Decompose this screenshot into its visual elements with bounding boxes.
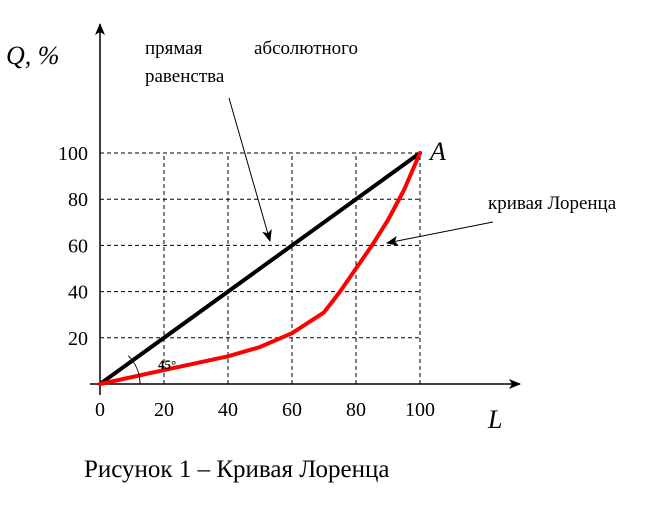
y-axis-label: Q, % xyxy=(6,41,59,70)
equality-note-line3: равенства xyxy=(145,66,225,87)
point-a-label: A xyxy=(428,137,446,166)
y-tick-label: 20 xyxy=(68,328,88,350)
x-tick-label: 100 xyxy=(405,399,435,421)
figure-caption: Рисунок 1 – Кривая Лоренца xyxy=(84,456,389,483)
y-tick-labels: 20 40 60 80 100 xyxy=(58,143,88,350)
x-tick-label: 0 xyxy=(95,399,105,421)
x-tick-label: 80 xyxy=(346,399,366,421)
series-group xyxy=(98,151,422,386)
x-tick-label: 40 xyxy=(218,399,238,421)
angle-arc xyxy=(127,355,141,385)
x-tick-label: 60 xyxy=(282,399,302,421)
y-tick-label: 100 xyxy=(58,143,88,165)
lorenz-note-arrow xyxy=(386,221,494,246)
x-tick-labels: 0 20 40 60 80 100 xyxy=(95,399,435,421)
equality-note-arrow xyxy=(228,97,272,242)
y-tick-label: 40 xyxy=(68,282,88,304)
x-tick-label: 20 xyxy=(154,399,174,421)
equality-line xyxy=(98,151,422,386)
x-axis-label: L xyxy=(487,405,502,434)
equality-note-line1: прямая xyxy=(145,38,203,59)
grid xyxy=(100,152,421,384)
y-tick-label: 60 xyxy=(68,235,88,257)
y-tick-label: 80 xyxy=(68,189,88,211)
angle-label: 45° xyxy=(158,357,176,372)
lorenz-note: кривая Лоренца xyxy=(488,193,617,214)
lorenz-curve xyxy=(98,151,422,386)
equality-note-line2: абсолютного xyxy=(254,38,358,59)
